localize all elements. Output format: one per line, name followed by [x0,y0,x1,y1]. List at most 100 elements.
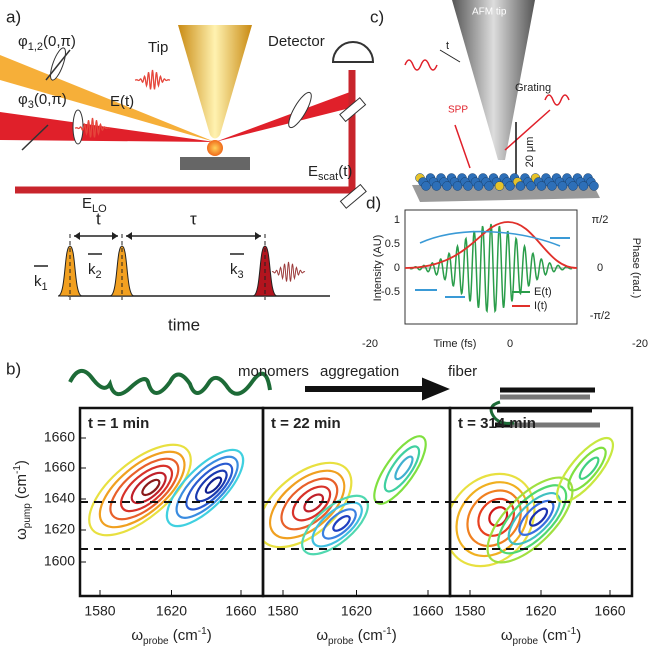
legend-label: E(t) [534,286,552,298]
molecule [421,181,431,191]
contour [488,506,509,527]
scatter-beam [215,92,350,142]
panel-label: d) [366,193,381,212]
label-part: probe [328,636,354,647]
intensity-curve [404,221,578,269]
symbol: φ [18,33,28,50]
label-part: ) [392,627,397,644]
unit: (cm [13,474,30,503]
x-axis-label: ωprobe (cm-1) [316,626,396,647]
delay-label: t [446,40,449,52]
contour [556,436,614,504]
x-tick-label: 1580 [454,603,485,619]
detector-icon [331,41,375,63]
label-part: -1 [198,626,207,637]
aggregation-arrow [305,377,450,401]
molecule-layer [415,173,599,191]
panel-label: b) [6,359,21,378]
panel-label: a) [6,7,21,26]
spp-label: SPP [448,105,468,116]
y-tick-label: 1600 [44,553,75,569]
x-tick-label: 1620 [341,603,372,619]
x-tick-label: 1580 [84,603,115,619]
y-tick-label: 1660 [44,459,75,475]
symbol: E [82,195,92,212]
contour [109,457,180,521]
fiber-drawing [489,400,515,425]
molecule [578,181,589,191]
contour [311,501,363,548]
y-tick-label: 1640 [44,490,75,506]
contour [291,485,332,522]
molecule [536,181,547,191]
contour-plot [263,435,427,556]
wavevector-label: k3 [230,261,244,281]
afm-tip-icon [452,0,535,160]
vector-arrows [34,253,244,267]
y-tick-label: 1620 [44,521,75,537]
tip-icon [178,25,252,139]
y-tick-label: 0.5 [385,238,400,250]
height-label: 20 μm [524,137,536,168]
y2-axis-label: Phase (rad.) [630,238,642,299]
plot-title: t = 1 min [88,415,149,432]
legend-label: I(t) [534,300,547,312]
y2-tick-label: π/2 [592,214,609,226]
subscript: 2 [96,269,102,281]
y2-tick-label: -π/2 [590,310,610,322]
plate-axis [21,124,49,151]
contour [394,455,414,481]
subscript: 3 [238,269,244,281]
subscript: scat [318,171,338,183]
label-part: ) [576,627,581,644]
args: (t) [338,163,352,180]
label-part: -1 [383,626,392,637]
mirror [339,183,367,209]
subscript: LO [92,203,107,215]
molecule [473,181,484,191]
x-tick-label: 1660 [412,603,443,619]
subscript: 3 [28,99,34,111]
contour [204,476,223,494]
contour [321,508,357,540]
contour [98,450,186,529]
hotspot [207,140,223,156]
label-part: (cm [169,627,198,644]
delay-label: t [96,209,101,228]
close: ) [13,460,30,465]
molecule [494,181,505,191]
contour [528,507,549,527]
contour [373,435,427,505]
contour [567,446,607,492]
direction-arrows [415,237,570,298]
label-part: ω [131,627,143,644]
panel-b: b) monomers aggregation fiber t = 1 min 1… [6,359,634,647]
y-tick-label: 1 [394,214,400,226]
contour [280,477,339,531]
delay-label: τ [190,209,197,228]
subscript: pump [22,503,33,528]
label-part: ) [207,627,212,644]
elo-label: ELO [82,195,107,215]
panel-label: c) [370,7,384,26]
contour [450,472,536,568]
y-axis-label: ωpump (cm-1) [12,460,33,540]
contour [175,455,239,519]
symbol: E [308,163,318,180]
x-tick-label: -20 [632,338,648,350]
molecule [484,181,494,191]
contour [141,478,161,497]
contour [578,456,600,480]
y-tick-label: 1660 [44,429,75,445]
contour [88,443,192,537]
molecule [463,181,473,191]
contour [269,469,346,540]
y-tick-label: -0.5 [381,286,400,298]
fiber-drawing [500,394,600,428]
x-axis-label: ωprobe (cm-1) [131,626,211,647]
molecule [526,181,536,191]
